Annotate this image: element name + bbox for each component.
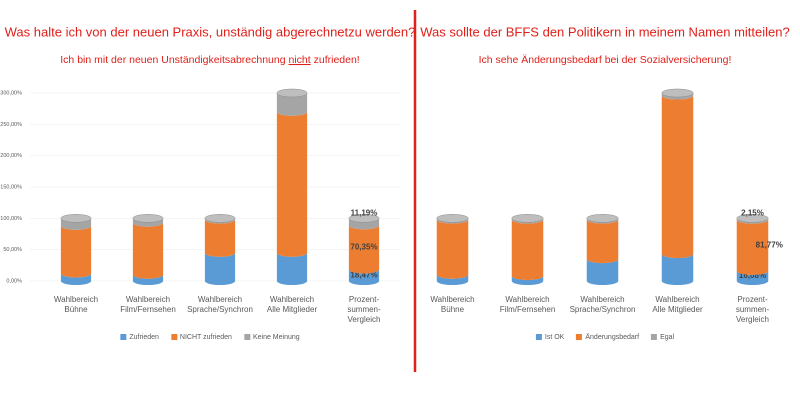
legend-item: Zufrieden: [120, 334, 159, 341]
y-tick-label: 300,00%: [0, 90, 22, 96]
value-label: 18,47%: [350, 270, 377, 279]
legend-label: Ist OK: [544, 334, 565, 341]
legend-item: Egal: [651, 334, 674, 341]
subtitle-part: zufrieden!: [311, 54, 360, 66]
x-tick-label: Wahlbereich Film/Fernsehen: [120, 295, 176, 314]
chart-title: Was halte ich von der neuen Praxis, unst…: [5, 24, 416, 39]
value-label: 2,15%: [741, 208, 764, 217]
subtitle-part: nicht: [289, 54, 311, 66]
legend-label: Egal: [660, 334, 675, 341]
y-tick-label: 200,00%: [0, 153, 22, 159]
bar-segment: [60, 225, 92, 278]
chart-subtitle: Ich sehe Änderungsbedarf bei der Sozialv…: [479, 54, 732, 66]
y-tick-label: 50,00%: [3, 247, 22, 253]
y-tick-label: 250,00%: [0, 122, 22, 128]
legend: Ist OK Änderungsbedarf Egal: [535, 334, 674, 341]
x-tick-label: Wahlbereich Alle Mitglieder: [652, 295, 703, 314]
cylinder-top: [436, 214, 469, 223]
legend: Zufrieden NICHT zufrieden Keine Meinung: [120, 334, 300, 341]
bar-segment: [511, 219, 544, 280]
y-tick-label: 150,00%: [0, 184, 22, 190]
legend-item: Ist OK: [535, 334, 565, 341]
bar-segment: [132, 274, 164, 285]
y-tick-label: 100,00%: [0, 216, 22, 222]
value-label: 70,35%: [350, 242, 377, 251]
bar-segment: [661, 254, 694, 285]
bar-segment: [736, 218, 769, 224]
legend-swatch: [120, 334, 127, 341]
cylinder-top: [276, 88, 308, 98]
x-tick-label: Wahlbereich Sprache/Synchron: [569, 295, 636, 314]
x-tick-label: Wahlbereich Sprache/Synchron: [187, 295, 253, 314]
cylinder-top: [348, 214, 380, 223]
legend-swatch: [243, 334, 250, 341]
legend-swatch: [576, 334, 583, 341]
value-label: 11,19%: [351, 208, 378, 217]
cylinder-top: [511, 214, 544, 223]
legend-swatch: [170, 334, 177, 341]
legend-label: Keine Meinung: [252, 334, 300, 341]
cylinder-top: [204, 214, 236, 223]
bar-segment: [276, 111, 308, 257]
bar-segment: [348, 225, 380, 274]
legend-label: Änderungsbedarf: [585, 334, 640, 341]
bar-segment: [348, 218, 380, 230]
legend-swatch: [535, 334, 542, 341]
x-tick-label: Wahlbereich Alle Mitglieder: [266, 295, 318, 314]
chart-subtitle: Ich bin mit der neuen Unständigkeitsabre…: [60, 54, 359, 66]
legend-item: Keine Meinung: [243, 334, 300, 341]
bar-segment: [276, 252, 308, 285]
bar-segment: [348, 269, 380, 285]
x-tick-label: Wahlbereich Bühne: [430, 295, 475, 314]
cylinder-top: [132, 214, 164, 223]
x-tick-label: Wahlbereich Bühne: [53, 295, 99, 314]
bar-segment: [436, 218, 469, 224]
bar-segment: [661, 95, 694, 259]
bar-segment: [204, 218, 236, 224]
bar-segment: [204, 219, 236, 257]
bar-segment: [276, 93, 308, 116]
bar-segment: [586, 218, 619, 224]
bar-segment: [736, 270, 769, 285]
bar-segment: [511, 275, 544, 285]
bar-segment: [586, 219, 619, 264]
cylinder-top: [661, 88, 694, 98]
bar-segment: [586, 259, 619, 285]
bar-segment: [132, 222, 164, 279]
bar-segment: [436, 219, 469, 279]
subtitle-part: Ich bin mit der neuen Unständigkeitsabre…: [60, 54, 288, 66]
bar-segment: [60, 218, 92, 230]
cylinder-top: [586, 214, 619, 223]
legend-label: Zufrieden: [129, 334, 159, 341]
value-label: 16,08%: [739, 271, 766, 280]
bar-segment: [204, 252, 236, 285]
cylinder-top: [60, 214, 92, 223]
bar-segment: [736, 219, 769, 275]
subtitle-part: Ich sehe Änderungsbedarf bei der Sozialv…: [479, 54, 732, 66]
legend-item: NICHT zufrieden: [170, 334, 232, 341]
legend-label: NICHT zufrieden: [179, 334, 232, 341]
bar-segment: [511, 218, 544, 224]
legend-item: Änderungsbedarf: [576, 334, 639, 341]
cylinder-top: [736, 214, 769, 223]
chart-title: Was sollte der BFFS den Politikern in me…: [420, 24, 789, 39]
y-tick-label: 0,00%: [6, 278, 22, 284]
bar-segment: [60, 273, 92, 285]
value-label: 81,77%: [756, 240, 783, 249]
bar-segment: [661, 93, 694, 100]
legend-swatch: [651, 334, 658, 341]
bar-segment: [436, 274, 469, 285]
x-tick-label: Wahlbereich Film/Fernsehen: [499, 295, 556, 314]
x-tick-label: Prozent- summen- Vergleich: [735, 295, 770, 324]
x-tick-label: Prozent- summen- Vergleich: [347, 295, 381, 324]
